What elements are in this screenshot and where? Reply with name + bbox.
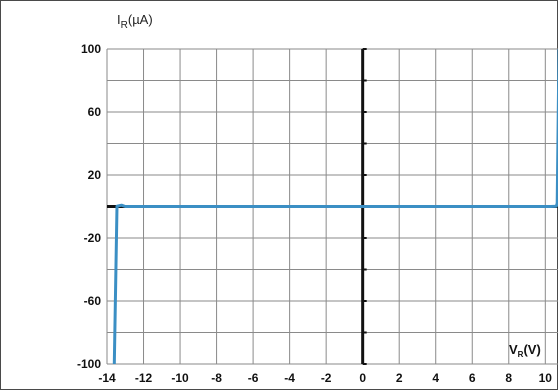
y-tick-label: -100 [77, 357, 101, 371]
x-tick-label: -14 [98, 371, 116, 385]
y-axis-label: IR(µA) [117, 12, 153, 31]
y-tick-label: -20 [84, 231, 102, 245]
x-tick-label: 8 [505, 371, 512, 385]
x-axis-label: VR(V) [509, 342, 541, 359]
y-tick-label: -60 [84, 294, 102, 308]
series-line [112, 48, 558, 365]
x-tick-labels: -14 -12 -10 -8 -6 -4 -2 0 2 4 6 8 10 [98, 371, 552, 385]
x-tick-label: 6 [469, 371, 476, 385]
x-tick-label: 2 [396, 371, 403, 385]
x-tick-label: 0 [359, 371, 366, 385]
x-tick-label: -8 [211, 371, 222, 385]
y-tick-label: 100 [81, 42, 101, 56]
x-tick-label: 4 [432, 371, 439, 385]
x-tick-label: -4 [284, 371, 295, 385]
y-axis-minor-ticks [362, 48, 367, 365]
y-tick-labels: 100 60 20 -20 -60 -100 [77, 42, 101, 371]
x-tick-label: -2 [321, 371, 332, 385]
x-tick-label: -6 [248, 371, 259, 385]
x-tick-label: -10 [171, 371, 189, 385]
y-tick-label: 60 [88, 105, 102, 119]
x-tick-label: -12 [135, 371, 153, 385]
x-tick-label: 10 [539, 371, 553, 385]
y-tick-label: 20 [88, 168, 102, 182]
